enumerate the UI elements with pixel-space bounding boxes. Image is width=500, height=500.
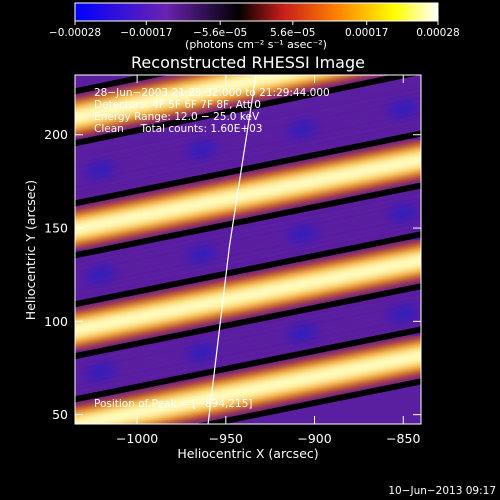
colorbar-tick-label: 0.00017: [345, 27, 388, 39]
x-axis-label: Heliocentric X (arcsec): [177, 446, 318, 461]
colorbar-tick-label: −0.00028: [49, 27, 101, 39]
colorbar-tick-label: 5.6e−05: [270, 27, 315, 39]
colorbar-unit-label: (photons cm⁻² s⁻¹ asec⁻²): [185, 38, 327, 51]
positive-band: [75, 140, 421, 249]
footer-timestamp: 10−Jun−2013 09:17: [388, 485, 496, 497]
chart-title: Reconstructed RHESSI Image: [131, 53, 365, 72]
x-tick-label: −900: [297, 431, 331, 446]
x-axis-ticks: −1000 −950 −900 −850: [116, 75, 420, 446]
negative-band: [75, 299, 421, 389]
y-axis-ticks: 50 100 150 200: [44, 127, 421, 422]
colorbar-tick-label: 0.00028: [416, 27, 459, 39]
colorbar-tick-label: −5.6e−05: [193, 27, 247, 39]
annotation-counts: Clean Total counts: 1.60E+03: [94, 123, 263, 135]
plot-area: [74, 74, 422, 425]
x-tick-label: −850: [386, 431, 420, 446]
y-axis-label: Heliocentric Y (arcsec): [23, 180, 38, 320]
positive-band: [75, 75, 374, 137]
solar-limb-line: [207, 75, 257, 424]
x-tick-label: −1000: [116, 431, 158, 446]
y-tick-label: 50: [52, 407, 68, 422]
peak-position-label: Position of Peak = [−894,215]: [94, 398, 253, 410]
y-tick-label: 200: [44, 127, 68, 142]
annotation-time: 28−Jun−2003 21:25:32.000 to 21:29:44.000: [94, 87, 330, 99]
y-tick-label: 150: [44, 221, 68, 236]
positive-band: [75, 336, 421, 424]
negative-band: [75, 94, 421, 187]
colorbar-tick-label: −0.00017: [120, 27, 172, 39]
negative-band: [75, 198, 421, 291]
heatmap-bands: [75, 75, 421, 424]
colorbar: [74, 2, 439, 22]
x-tick-label: −950: [209, 431, 243, 446]
plot-frame: [74, 74, 422, 425]
colorbar-ticks: −0.00028 −0.00017 −5.6e−05 5.6e−05 0.00017 0.…: [49, 21, 460, 39]
positive-band: [75, 240, 421, 350]
annotation-energy: Energy Range: 12.0 − 25.0 keV: [94, 111, 260, 123]
annotation-detectors: Detectors: 4F 5F 6F 7F 8F, Att 0: [94, 99, 261, 111]
y-tick-label: 100: [44, 314, 68, 329]
